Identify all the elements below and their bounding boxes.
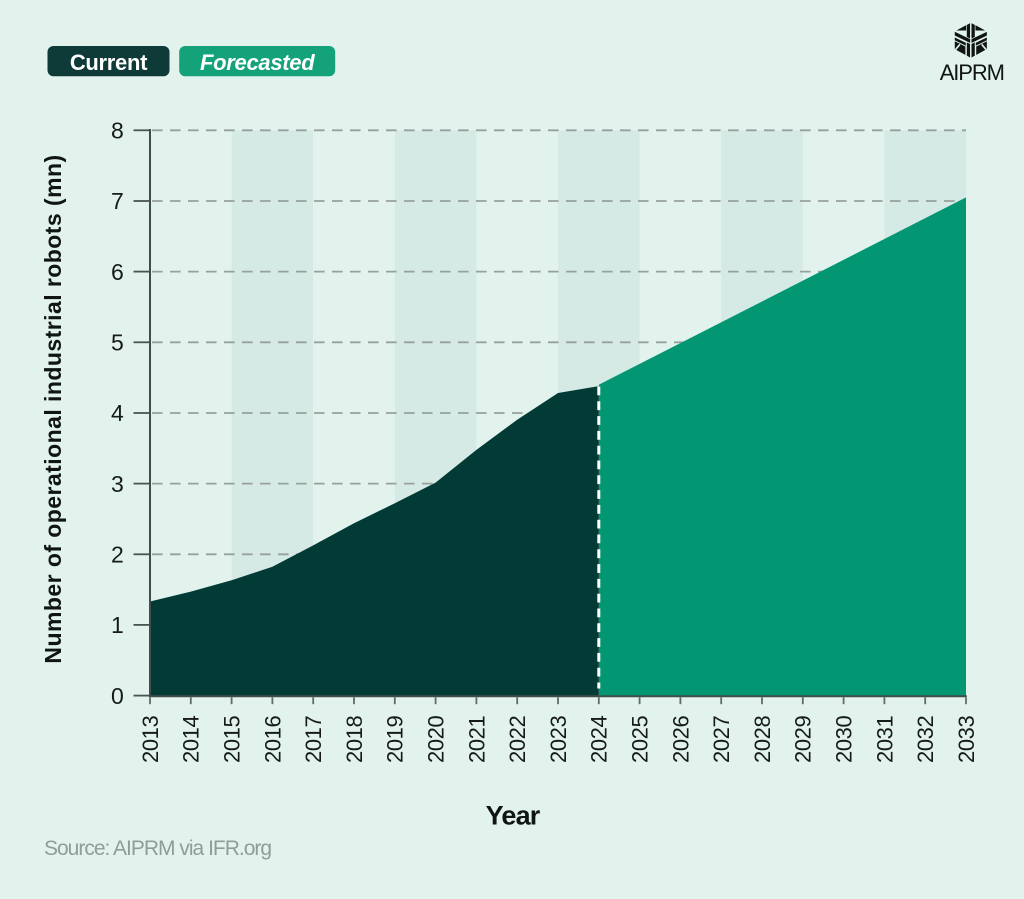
svg-text:2033: 2033 — [954, 715, 979, 763]
svg-text:3: 3 — [111, 471, 124, 497]
svg-text:2016: 2016 — [260, 715, 285, 763]
svg-text:2027: 2027 — [709, 715, 734, 763]
svg-text:Year: Year — [486, 801, 541, 831]
svg-text:2013: 2013 — [138, 715, 163, 763]
svg-text:2023: 2023 — [546, 715, 571, 763]
svg-text:AIPRM: AIPRM — [940, 60, 1004, 85]
svg-text:Forecasted: Forecasted — [200, 50, 315, 75]
svg-text:2014: 2014 — [179, 715, 204, 763]
svg-text:2029: 2029 — [791, 715, 816, 763]
svg-text:2019: 2019 — [383, 715, 408, 763]
svg-text:2021: 2021 — [464, 715, 489, 763]
svg-text:2: 2 — [111, 542, 124, 568]
svg-text:2018: 2018 — [342, 715, 367, 763]
svg-text:6: 6 — [111, 259, 124, 285]
svg-text:2020: 2020 — [424, 715, 449, 763]
svg-text:Number of operational industri: Number of operational industrial robots … — [40, 154, 66, 663]
svg-text:Source: AIPRM via IFR.org: Source: AIPRM via IFR.org — [44, 837, 271, 860]
svg-text:2032: 2032 — [913, 715, 938, 763]
svg-text:2024: 2024 — [587, 715, 612, 763]
svg-text:2028: 2028 — [750, 715, 775, 763]
svg-text:2022: 2022 — [505, 715, 530, 763]
svg-text:2017: 2017 — [301, 715, 326, 763]
svg-text:Current: Current — [70, 50, 148, 75]
svg-text:4: 4 — [111, 400, 124, 426]
svg-text:2031: 2031 — [872, 715, 897, 763]
svg-text:2026: 2026 — [668, 715, 693, 763]
svg-text:2025: 2025 — [628, 715, 653, 763]
svg-text:5: 5 — [111, 330, 124, 356]
svg-text:8: 8 — [111, 118, 124, 144]
svg-text:7: 7 — [111, 188, 124, 214]
svg-text:0: 0 — [111, 683, 124, 709]
svg-text:2030: 2030 — [832, 715, 857, 763]
svg-text:2015: 2015 — [220, 715, 245, 763]
svg-text:1: 1 — [111, 612, 124, 638]
